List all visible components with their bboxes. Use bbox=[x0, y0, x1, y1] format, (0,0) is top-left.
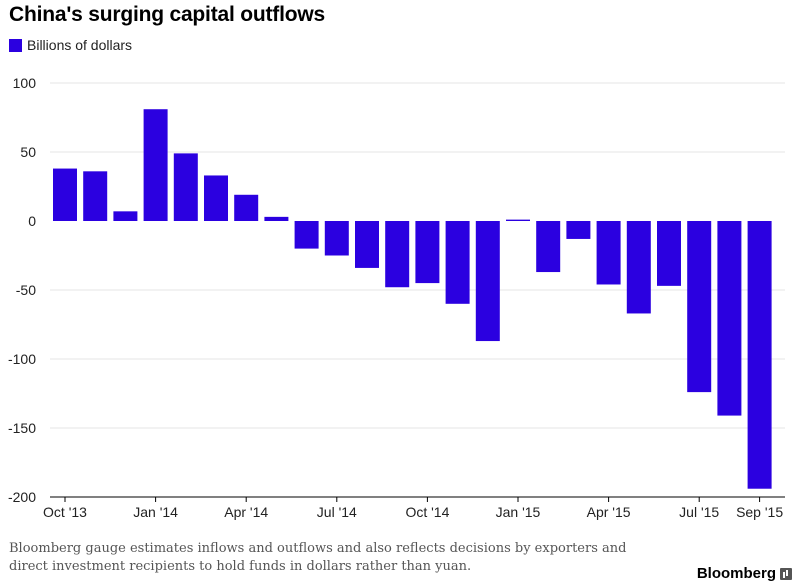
bar bbox=[385, 221, 410, 288]
y-tick-label: -200 bbox=[8, 489, 36, 505]
bar bbox=[113, 211, 138, 221]
legend: Billions of dollars bbox=[9, 37, 132, 53]
y-tick-label: -150 bbox=[8, 420, 36, 436]
y-tick-label: 50 bbox=[20, 144, 36, 160]
bar bbox=[204, 175, 228, 221]
bar bbox=[506, 219, 530, 221]
x-tick-label: Jan '15 bbox=[496, 504, 541, 520]
y-tick-label: -100 bbox=[8, 351, 36, 367]
x-tick-label: Apr '14 bbox=[224, 504, 268, 520]
bar bbox=[234, 194, 259, 221]
x-tick-label: Jan '14 bbox=[133, 504, 178, 520]
x-tick-label: Oct '14 bbox=[405, 504, 449, 520]
bar bbox=[294, 221, 319, 249]
bar bbox=[657, 221, 681, 286]
legend-swatch bbox=[9, 38, 22, 52]
bar bbox=[415, 221, 440, 284]
bar bbox=[83, 171, 108, 221]
x-tick-label: Apr '15 bbox=[587, 504, 631, 520]
x-tick-label: Jul '15 bbox=[679, 504, 719, 520]
bar bbox=[687, 221, 712, 393]
chart-title: China's surging capital outflows bbox=[9, 3, 325, 26]
bar bbox=[264, 216, 289, 221]
bar bbox=[355, 221, 379, 268]
bar bbox=[717, 221, 742, 416]
bar bbox=[173, 153, 198, 221]
y-tick-label: 100 bbox=[13, 75, 37, 91]
y-tick-label: -50 bbox=[16, 282, 36, 298]
x-tick-label: Oct '13 bbox=[43, 504, 87, 520]
bar bbox=[747, 221, 772, 489]
bar bbox=[536, 221, 561, 273]
bar bbox=[324, 221, 349, 256]
bar bbox=[566, 221, 591, 239]
chart-icon bbox=[780, 567, 792, 580]
x-tick-label: Jul '14 bbox=[317, 504, 357, 520]
bar-chart: 100 50 0 -50 -100 -150 -200 Oct '13 Jan '14 Apr '… bbox=[8, 75, 785, 520]
legend-label: Billions of dollars bbox=[27, 37, 133, 53]
footnote: Bloomberg gauge estimates inflows and ou… bbox=[9, 541, 627, 574]
bar bbox=[596, 221, 621, 285]
x-tick-label: Sep '15 bbox=[736, 504, 783, 520]
bar bbox=[475, 221, 500, 342]
brand-name: Bloomberg bbox=[696, 565, 776, 582]
bar bbox=[445, 221, 470, 304]
bar bbox=[626, 221, 651, 314]
y-tick-label: 0 bbox=[28, 213, 36, 229]
bar bbox=[143, 109, 168, 221]
brand-logo: Bloomberg bbox=[697, 565, 792, 582]
bar bbox=[53, 168, 77, 221]
